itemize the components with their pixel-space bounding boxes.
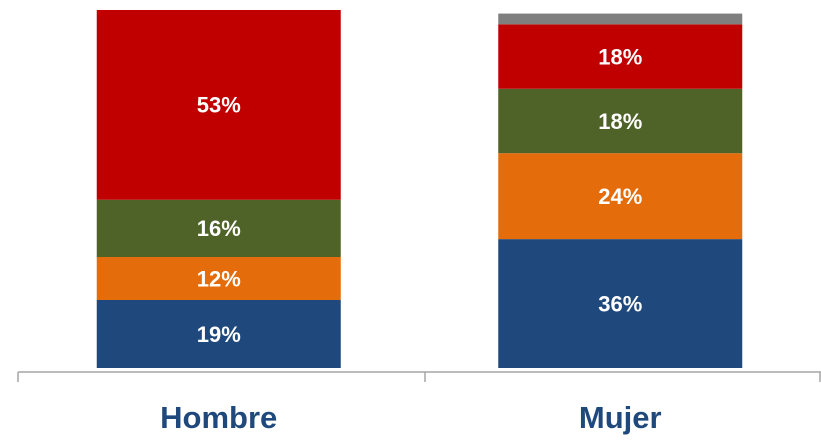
bar-segment — [498, 24, 743, 89]
data-label: 19% — [197, 322, 241, 347]
data-label: 12% — [197, 266, 241, 291]
bar-segment — [498, 153, 743, 240]
bar-segment — [96, 299, 341, 368]
bar-segment — [498, 239, 743, 368]
data-label: 18% — [598, 109, 642, 134]
data-label: 53% — [197, 93, 241, 118]
bar-segment — [96, 10, 341, 200]
data-label: 36% — [598, 291, 642, 316]
data-label: 16% — [197, 216, 241, 241]
bar-segment — [96, 257, 341, 300]
x-tick-label: Mujer — [579, 400, 662, 435]
bar-segment — [498, 88, 743, 154]
bar-segment — [498, 13, 743, 25]
data-label: 24% — [598, 184, 642, 209]
bar-segment — [96, 199, 341, 258]
x-tick-label: Hombre — [160, 400, 277, 435]
data-label: 18% — [598, 44, 642, 69]
